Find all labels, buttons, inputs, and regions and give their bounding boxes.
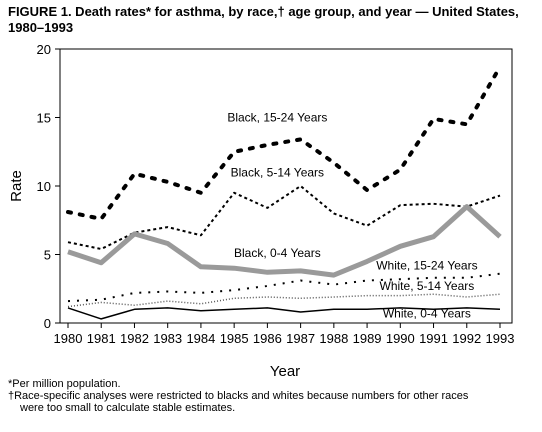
x-tick-label: 1982: [120, 331, 149, 346]
series-line-1: [67, 185, 501, 250]
series-line-3: [67, 272, 501, 303]
x-tick-label: 1981: [87, 331, 116, 346]
x-tick-label: 1989: [353, 331, 382, 346]
series-line-0: [66, 64, 502, 221]
x-tick-label: 1985: [220, 331, 249, 346]
x-axis-title: Year: [270, 363, 300, 378]
y-tick-label: 10: [37, 179, 51, 194]
x-tick-label: 1992: [452, 331, 481, 346]
series-label-4: White, 5-14 Years: [380, 279, 475, 293]
series-label-1: Black, 5-14 Years: [231, 165, 324, 179]
x-tick-label: 1986: [253, 331, 282, 346]
y-tick-label: 5: [44, 248, 51, 263]
series-line-5: [67, 307, 501, 320]
y-axis-title: Rate: [8, 170, 25, 202]
figure-title: FIGURE 1. Death rates* for asthma, by ra…: [8, 4, 519, 35]
series-label-5: White, 0-4 Years: [383, 307, 471, 321]
asthma-death-rate-chart: 0 5 10 15 20 1980 1981 1982 1983 1984 1985 1986 1987…: [8, 42, 515, 378]
x-tick-label: 1990: [386, 331, 415, 346]
series-line-2: [67, 204, 502, 278]
x-tick-label: 1984: [186, 331, 215, 346]
series-label-0: Black, 15-24 Years: [227, 111, 327, 125]
footnote-race-specific-continued: were too small to calculate stable estim…: [20, 402, 236, 414]
y-tick-label: 0: [44, 316, 51, 331]
x-tick-label: 1988: [319, 331, 348, 346]
footnotes: *Per million population. †Race-specific …: [8, 378, 538, 414]
series-line-4: [67, 293, 501, 308]
series-label-2: Black, 0-4 Years: [234, 246, 321, 260]
x-tick-label: 1983: [153, 331, 182, 346]
series-label-3: White, 15-24 Years: [376, 259, 477, 273]
x-tick-label: 1991: [419, 331, 448, 346]
series-annotations: Black, 15-24 Years Black, 5-14 Years Black…: [227, 111, 477, 321]
footnote-race-specific: †Race-specific analyses were restricted …: [8, 390, 469, 402]
x-tick-label: 1993: [486, 331, 515, 346]
footnote-per-million: *Per million population.: [8, 378, 121, 390]
x-tick-label: 1987: [286, 331, 315, 346]
axes: 0 5 10 15 20 1980 1981 1982 1983 1984 1985 1986 1987…: [37, 42, 515, 346]
x-tick-label: 1980: [54, 331, 83, 346]
y-tick-label: 15: [37, 111, 51, 126]
series-lines: [66, 64, 502, 320]
y-tick-label: 20: [37, 42, 51, 57]
